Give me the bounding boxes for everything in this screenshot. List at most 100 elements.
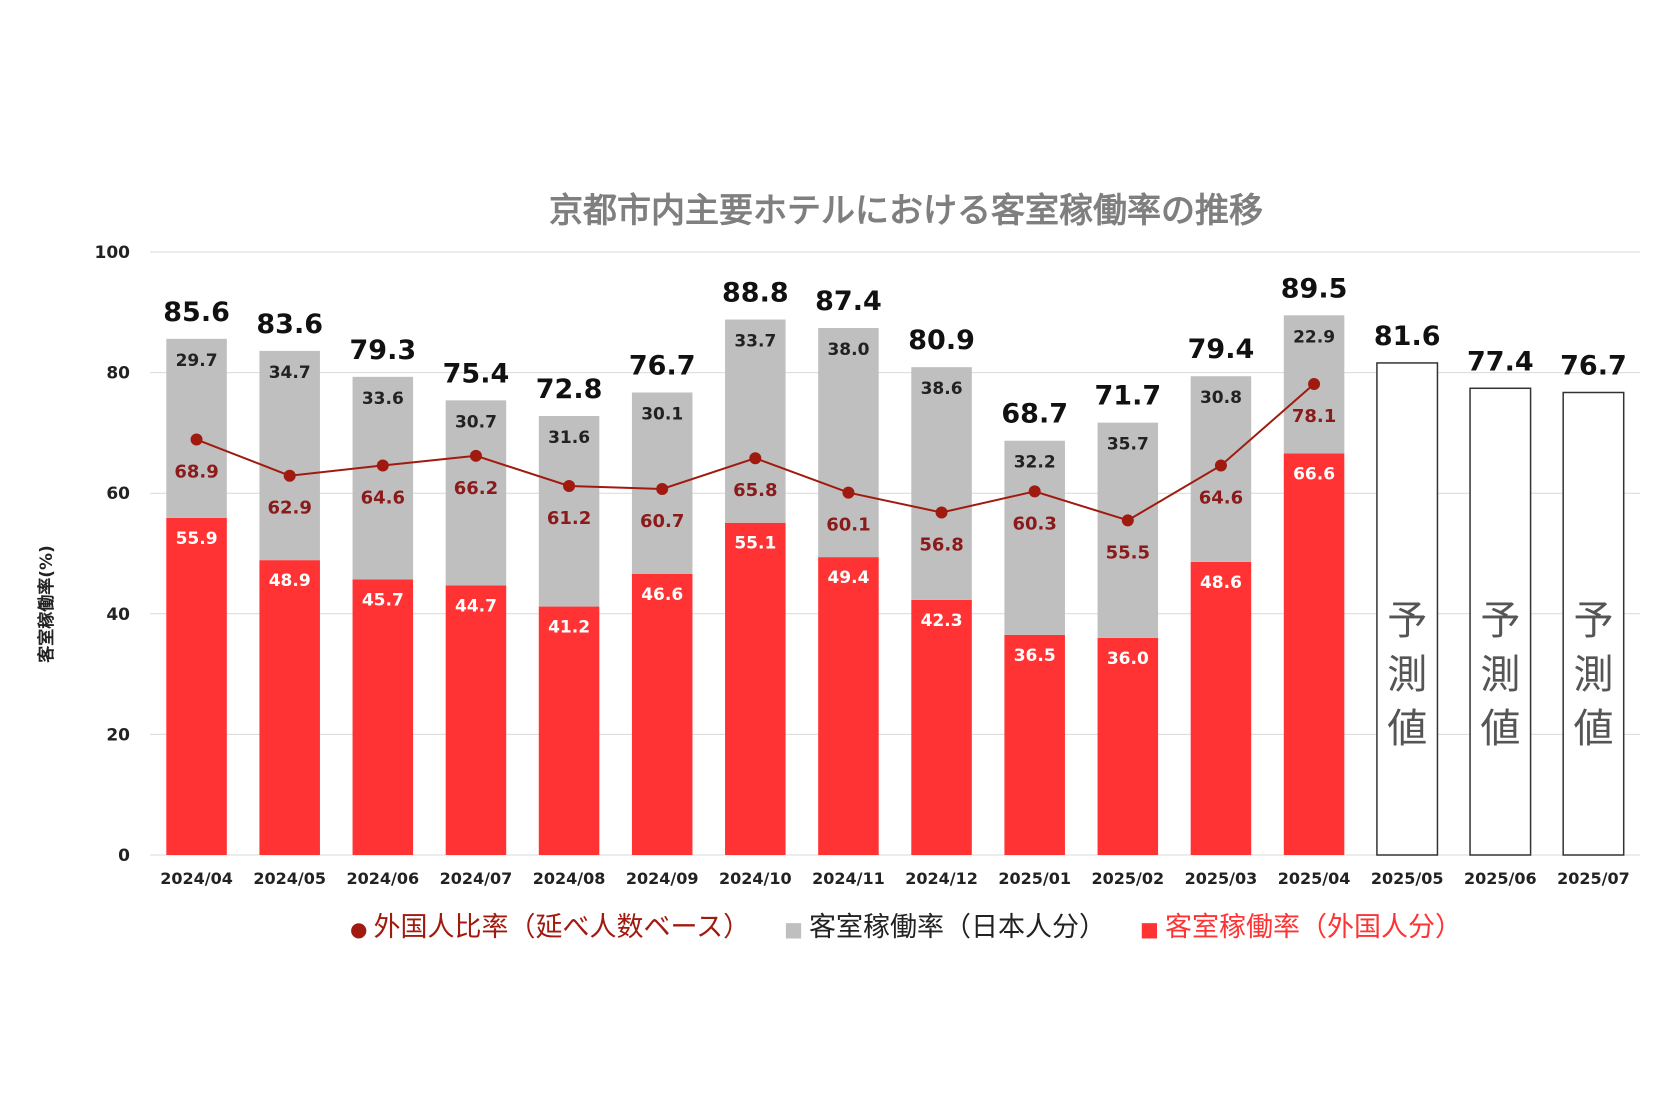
ratio-point bbox=[1214, 459, 1227, 472]
bar-japanese bbox=[352, 376, 414, 580]
ratio-value-label: 60.3 bbox=[1012, 513, 1056, 534]
foreign-value-label: 44.7 bbox=[455, 596, 497, 616]
forecast-label-char: 値 bbox=[1573, 706, 1613, 752]
foreign-value-label: 48.6 bbox=[1200, 573, 1242, 593]
total-value-label: 88.8 bbox=[722, 278, 789, 309]
bar-foreign bbox=[352, 579, 414, 855]
x-tick-label: 2024/06 bbox=[346, 869, 419, 888]
total-value-label: 68.7 bbox=[1001, 399, 1068, 430]
y-tick-label: 20 bbox=[106, 725, 130, 745]
bar-foreign bbox=[1097, 637, 1159, 855]
forecast-label-char: 予 bbox=[1387, 598, 1427, 644]
x-tick-label: 2025/04 bbox=[1278, 869, 1351, 888]
forecast-label-char: 値 bbox=[1387, 706, 1427, 752]
japanese-value-label: 32.2 bbox=[1014, 453, 1056, 473]
x-tick-label: 2025/05 bbox=[1371, 869, 1444, 888]
x-tick-label: 2024/05 bbox=[253, 869, 326, 888]
forecast-label-char: 測 bbox=[1480, 652, 1520, 698]
total-value-label: 87.4 bbox=[815, 286, 882, 317]
ratio-value-label: 65.8 bbox=[733, 480, 777, 501]
y-axis: 0 20 40 60 80 100 bbox=[95, 243, 131, 866]
total-value-label: 71.7 bbox=[1095, 381, 1162, 412]
bar-japanese bbox=[1004, 440, 1065, 635]
x-tick-label: 2025/01 bbox=[998, 869, 1071, 888]
ratio-value-label: 55.5 bbox=[1106, 542, 1150, 563]
foreign-value-label: 36.5 bbox=[1014, 646, 1056, 666]
x-tick-label: 2025/03 bbox=[1185, 869, 1258, 888]
x-tick-label: 2024/09 bbox=[626, 869, 699, 888]
foreign-value-label: 66.6 bbox=[1293, 464, 1335, 484]
bar-foreign bbox=[538, 606, 600, 855]
japanese-value-label: 38.6 bbox=[921, 379, 963, 399]
total-value-label: 85.6 bbox=[163, 297, 230, 328]
ratio-point bbox=[283, 469, 296, 482]
bar-foreign bbox=[818, 557, 879, 855]
legend-marker: ● bbox=[350, 917, 367, 941]
x-tick-label: 2025/07 bbox=[1557, 869, 1630, 888]
japanese-value-label: 33.6 bbox=[362, 389, 404, 409]
ratio-point bbox=[376, 459, 389, 472]
x-tick-label: 2024/11 bbox=[812, 869, 885, 888]
bar-foreign bbox=[1190, 561, 1252, 855]
y-tick-label: 60 bbox=[106, 484, 130, 504]
ratio-point bbox=[469, 449, 482, 462]
x-tick-label: 2024/08 bbox=[533, 869, 606, 888]
japanese-value-label: 38.0 bbox=[827, 340, 869, 360]
ratio-value-label: 56.8 bbox=[919, 534, 963, 555]
japanese-value-label: 30.8 bbox=[1200, 388, 1242, 408]
ratio-value-label: 64.6 bbox=[1199, 487, 1243, 508]
bar-foreign bbox=[911, 599, 972, 855]
ratio-point bbox=[190, 433, 203, 446]
bar-foreign bbox=[259, 560, 320, 855]
ratio-point bbox=[563, 479, 576, 492]
foreign-value-label: 55.1 bbox=[734, 534, 776, 554]
data-labels: 55.9 29.7 85.6 48.9 34.7 83.6 45.7 33.6 79.3 44.7… bbox=[163, 273, 1627, 752]
foreign-value-label: 49.4 bbox=[827, 568, 869, 588]
japanese-value-label: 22.9 bbox=[1293, 327, 1335, 347]
total-value-label: 80.9 bbox=[908, 325, 975, 356]
x-axis: 2024/04 2024/05 2024/06 2024/07 2024/08 2024/… bbox=[160, 869, 1630, 888]
foreign-value-label: 46.6 bbox=[641, 585, 683, 605]
bar-foreign bbox=[1004, 634, 1065, 855]
total-value-label: 89.5 bbox=[1281, 273, 1348, 304]
bar-japanese bbox=[1097, 422, 1159, 638]
chart-title: 京都市内主要ホテルにおける客室稼働率の推移 bbox=[549, 191, 1263, 231]
legend-marker: ■ bbox=[1140, 917, 1159, 941]
total-value-label: 83.6 bbox=[256, 309, 323, 340]
bar-forecast bbox=[1469, 387, 1532, 856]
foreign-value-label: 41.2 bbox=[548, 618, 590, 638]
ratio-value-label: 61.2 bbox=[547, 508, 591, 529]
ratio-point bbox=[749, 452, 762, 465]
japanese-value-label: 31.6 bbox=[548, 428, 590, 448]
foreign-value-label: 45.7 bbox=[362, 590, 404, 610]
ratio-point bbox=[656, 482, 669, 495]
ratio-point bbox=[935, 506, 948, 519]
total-value-label: 76.7 bbox=[629, 350, 696, 381]
ratio-value-label: 66.2 bbox=[454, 478, 498, 499]
x-tick-label: 2024/12 bbox=[905, 869, 978, 888]
forecast-label-char: 予 bbox=[1573, 598, 1613, 644]
x-tick-label: 2025/02 bbox=[1091, 869, 1164, 888]
legend-marker: ■ bbox=[784, 917, 803, 941]
ratio-point bbox=[1028, 485, 1041, 498]
legend-label: 客室稼働率（日本人分） bbox=[809, 912, 1106, 943]
ratio-value-label: 78.1 bbox=[1292, 406, 1336, 427]
x-tick-label: 2024/07 bbox=[440, 869, 513, 888]
bar-japanese bbox=[818, 327, 879, 558]
y-tick-label: 80 bbox=[106, 364, 130, 384]
bar-forecast bbox=[1376, 362, 1439, 856]
y-tick-label: 40 bbox=[106, 605, 130, 625]
total-value-label: 77.4 bbox=[1467, 346, 1534, 377]
y-tick-label: 0 bbox=[118, 846, 130, 866]
foreign-value-label: 48.9 bbox=[269, 571, 311, 591]
bar-foreign bbox=[631, 574, 693, 855]
bar-japanese bbox=[725, 319, 786, 523]
bar-japanese bbox=[166, 338, 227, 518]
total-value-label: 75.4 bbox=[443, 358, 510, 389]
forecast-label-char: 測 bbox=[1387, 652, 1427, 698]
ratio-line bbox=[190, 378, 1321, 527]
ratio-value-label: 64.6 bbox=[361, 487, 405, 508]
bar-foreign bbox=[1283, 453, 1345, 855]
forecast-label-char: 値 bbox=[1480, 706, 1520, 752]
